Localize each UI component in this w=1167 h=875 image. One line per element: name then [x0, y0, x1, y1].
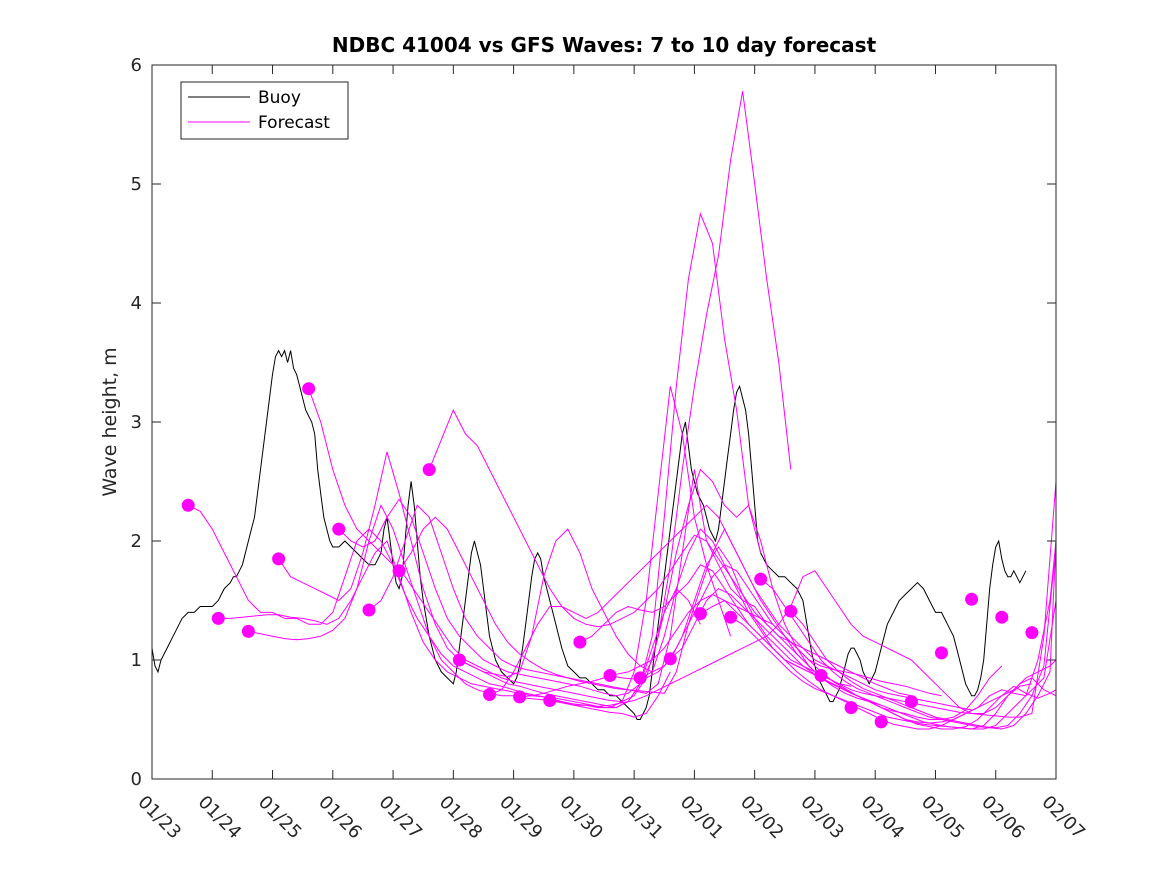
forecast-start-marker [241, 624, 255, 638]
forecast-line-6 [338, 468, 822, 697]
ytick-label: 2 [131, 531, 142, 552]
legend-box [180, 81, 349, 140]
forecast-start-marker [995, 610, 1009, 624]
forecast-start-marker [784, 604, 798, 618]
forecast-start-marker [272, 552, 286, 566]
forecast-start-marker [543, 694, 557, 707]
forecast-line-11 [489, 504, 972, 711]
forecast-line-20 [760, 540, 1056, 730]
forecast-line-4 [278, 212, 762, 709]
forecast-start-marker [935, 646, 948, 660]
forecast-start-marker [1025, 626, 1039, 640]
forecast-line-21 [790, 546, 1056, 729]
forecast-start-marker [844, 701, 858, 715]
forecast-line-9 [428, 408, 912, 697]
forecast-start-marker [754, 572, 768, 586]
forecast-start-marker [181, 498, 195, 512]
legend: Buoy Forecast [180, 81, 349, 140]
chart-title: NDBC 41004 vs GFS Waves: 7 to 10 day for… [332, 33, 877, 57]
forecast-start-marker [874, 715, 888, 729]
forecast-start-marker [302, 382, 316, 396]
forecast-start-marker [452, 653, 466, 667]
forecast-start-marker [483, 688, 496, 701]
forecast-line-18 [700, 599, 1056, 730]
ytick-label: 1 [131, 650, 142, 671]
forecast-start-marker [814, 669, 828, 682]
forecast-start-marker [392, 564, 406, 578]
y-axis-ticks: 0 1 2 3 4 5 6 [131, 55, 1056, 790]
legend-buoy-label: Buoy [258, 88, 301, 108]
ytick-label: 5 [131, 174, 142, 195]
forecast-start-marker [211, 611, 225, 625]
forecast-start-marker [603, 669, 617, 682]
ytick-label: 0 [131, 769, 142, 790]
forecast-start-marker [724, 610, 738, 624]
forecast-start-marker [422, 463, 436, 477]
y-axis-label: Wave height, m [99, 347, 121, 496]
forecast-start-marker [693, 607, 707, 621]
ytick-label: 6 [131, 55, 142, 76]
forecast-start-marker [513, 690, 527, 704]
forecast-start-marker [573, 635, 587, 649]
forecast-start-marker [332, 522, 346, 536]
forecast-start-marker [965, 592, 979, 606]
forecast-start-marker [362, 603, 376, 617]
ytick-label: 3 [131, 412, 142, 433]
forecast-line-5 [308, 91, 792, 703]
forecast-line-8 [398, 516, 882, 706]
forecast-line-19 [730, 600, 1056, 730]
forecast-start-marker [663, 652, 677, 666]
forecast-start-marker [904, 695, 918, 709]
legend-forecast-label: Forecast [258, 113, 330, 133]
forecast-start-marker [633, 671, 647, 685]
forecast-start-markers [181, 382, 1039, 729]
plot-area [152, 65, 1056, 779]
ytick-label: 4 [131, 293, 142, 314]
